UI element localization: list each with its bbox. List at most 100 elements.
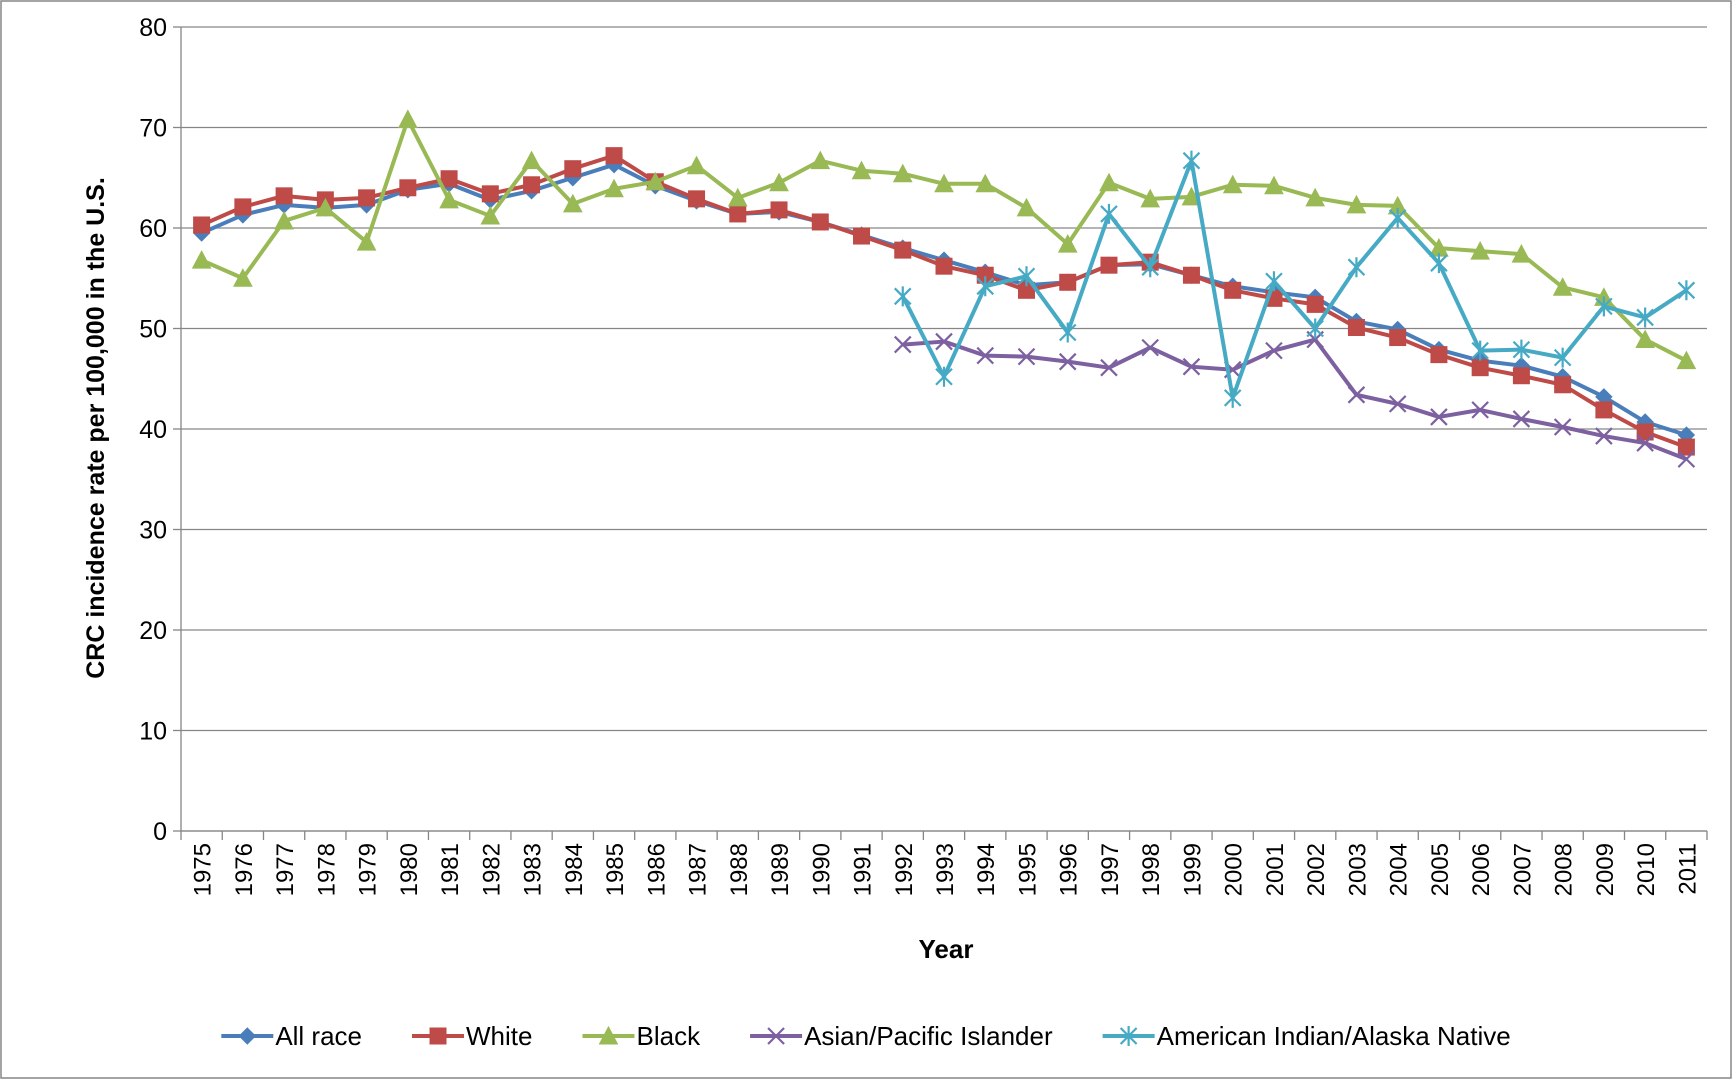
x-tick-label: 1980	[396, 843, 423, 896]
x-tick-label: 2007	[1509, 843, 1536, 896]
y-tick-label: 10	[139, 718, 167, 746]
x-tick-label: 1995	[1014, 843, 1041, 896]
point	[1471, 359, 1489, 377]
point	[1388, 395, 1407, 413]
y-tick-label: 40	[139, 416, 167, 444]
point	[1512, 367, 1530, 385]
point	[523, 176, 541, 194]
point	[892, 163, 913, 183]
point	[893, 286, 912, 307]
point	[1057, 234, 1078, 253]
x-tick-label: 2006	[1468, 843, 1495, 896]
point	[1306, 318, 1324, 339]
point	[1471, 340, 1489, 361]
point	[191, 250, 212, 269]
point	[729, 205, 747, 223]
point	[399, 179, 417, 197]
legend-label: Asian/Pacific Islander	[804, 1021, 1053, 1051]
point	[1182, 357, 1201, 376]
x-tick-label: 1985	[602, 843, 629, 896]
x-tick-label: 1975	[190, 843, 217, 896]
point	[429, 1027, 447, 1045]
point	[1100, 203, 1118, 224]
x-tick-label: 2010	[1633, 843, 1660, 896]
point	[358, 189, 376, 207]
point	[605, 147, 623, 165]
point	[975, 173, 996, 193]
x-tick-label: 2004	[1386, 843, 1413, 896]
point	[1553, 347, 1572, 368]
x-tick-label: 2009	[1592, 843, 1619, 896]
point	[645, 171, 666, 191]
point	[1347, 318, 1365, 336]
point	[1017, 347, 1036, 366]
legend-marker	[767, 1027, 785, 1045]
point	[1100, 358, 1118, 377]
point	[1306, 295, 1324, 313]
point	[1141, 338, 1159, 357]
y-tick-label: 30	[139, 517, 167, 545]
point	[935, 332, 953, 351]
point	[275, 187, 293, 205]
legend-label: White	[466, 1021, 532, 1051]
point	[727, 187, 748, 207]
point	[1265, 341, 1283, 360]
point	[193, 216, 211, 234]
point	[1677, 438, 1695, 456]
point	[1512, 339, 1531, 360]
x-tick-label: 1984	[561, 843, 588, 896]
x-tick-label: 2005	[1427, 843, 1454, 896]
y-tick-label: 70	[139, 115, 167, 143]
point	[1511, 244, 1532, 263]
point	[1430, 346, 1448, 364]
y-axis-title: CRC incidence rate per 100,000 in the U.…	[82, 177, 110, 679]
point	[1100, 256, 1118, 274]
x-tick-label: 1982	[478, 843, 505, 896]
point	[439, 189, 459, 209]
point	[1595, 296, 1613, 317]
legend-marker	[429, 1027, 447, 1045]
point	[1017, 266, 1036, 287]
series-line	[902, 337, 1688, 462]
point	[935, 257, 953, 275]
point	[811, 213, 829, 231]
x-tick-label: 2002	[1303, 843, 1330, 896]
point	[1471, 401, 1489, 419]
point	[1222, 174, 1243, 194]
point	[1553, 418, 1572, 436]
point	[1264, 175, 1284, 195]
point	[770, 201, 788, 219]
point	[935, 366, 953, 387]
point	[562, 193, 583, 213]
x-axis-title: Year	[919, 934, 974, 964]
point	[688, 190, 706, 208]
x-tick-label: 1991	[850, 843, 877, 896]
point	[1058, 322, 1077, 343]
x-tick-label: 1976	[231, 843, 258, 896]
point	[274, 210, 294, 230]
y-tick-label: 80	[139, 14, 167, 42]
point	[1388, 207, 1407, 228]
legend-marker	[238, 1027, 257, 1045]
x-tick-label: 1999	[1179, 843, 1206, 896]
x-tick-label: 1993	[932, 843, 959, 896]
point	[976, 346, 995, 365]
point	[1636, 307, 1654, 328]
point	[810, 150, 831, 170]
x-tick-label: 1986	[643, 843, 670, 896]
x-tick-label: 2000	[1221, 843, 1248, 896]
point	[1552, 277, 1573, 296]
point	[481, 185, 499, 203]
x-tick-label: 1987	[685, 843, 712, 896]
point	[851, 160, 872, 180]
x-tick-label: 1990	[808, 843, 835, 896]
point	[1305, 187, 1326, 207]
point	[1058, 352, 1077, 371]
point	[767, 1027, 785, 1045]
point	[1595, 401, 1613, 419]
point	[521, 150, 542, 170]
point	[686, 155, 707, 175]
point	[1119, 1026, 1138, 1046]
point	[480, 205, 501, 225]
